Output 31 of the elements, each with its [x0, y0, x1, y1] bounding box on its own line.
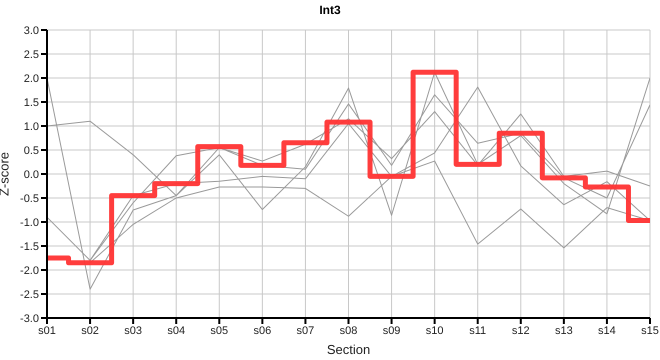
chart-title: Int3	[318, 2, 342, 19]
y-tick-label: -1.5	[20, 240, 39, 253]
y-tick-label: -1.0	[20, 216, 39, 229]
x-tick-label: s14	[598, 324, 616, 337]
x-tick-label: s08	[340, 324, 358, 337]
x-tick-label: s13	[554, 324, 573, 337]
x-tick-label: s09	[382, 324, 400, 337]
x-tick-label: s12	[512, 324, 530, 337]
x-tick-label: s02	[81, 324, 99, 337]
x-tick-label: s05	[210, 324, 228, 337]
y-tick-label: 2.0	[24, 72, 39, 85]
y-tick-label: 2.5	[24, 48, 39, 61]
y-tick-label: 1.0	[24, 120, 39, 133]
y-tick-label: -3.0	[20, 312, 39, 325]
x-axis-title: Section	[326, 342, 370, 357]
x-tick-label: s04	[167, 324, 186, 337]
x-tick-label: s01	[38, 324, 56, 337]
y-tick-label: 0.5	[24, 144, 39, 157]
x-tick-label: s11	[469, 324, 486, 337]
y-tick-label: -2.0	[20, 264, 39, 277]
y-tick-label: -2.5	[20, 288, 39, 301]
x-tick-label: s06	[253, 324, 272, 337]
x-tick-label: s10	[426, 324, 444, 337]
y-tick-label: 0.0	[24, 168, 39, 181]
x-tick-label: s03	[124, 324, 142, 337]
y-tick-label: -0.5	[20, 192, 39, 205]
y-tick-label: 1.5	[24, 96, 39, 109]
x-tick-label: s07	[296, 324, 314, 337]
y-axis-title: Z-score	[0, 152, 12, 196]
x-tick-label: s15	[641, 324, 659, 337]
y-tick-label: 3.0	[24, 24, 39, 37]
